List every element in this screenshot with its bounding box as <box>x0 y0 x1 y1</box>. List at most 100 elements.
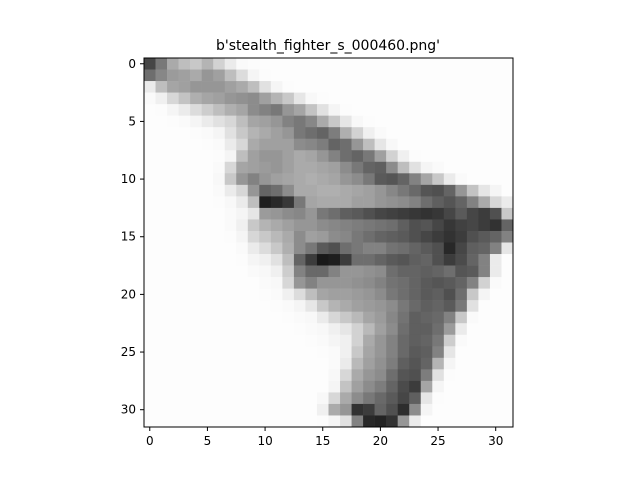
pixel-cell <box>247 184 260 197</box>
pixel-cell <box>247 380 260 393</box>
pixel-cell <box>270 173 283 186</box>
pixel-cell <box>247 403 260 416</box>
pixel-cell <box>455 196 468 209</box>
pixel-cell <box>213 230 226 243</box>
pixel-cell <box>236 277 249 289</box>
pixel-cell <box>478 403 491 416</box>
pixel-cell <box>167 150 179 163</box>
pixel-cell <box>190 92 202 105</box>
pixel-cell <box>259 150 272 163</box>
pixel-cell <box>224 81 237 93</box>
pixel-cell <box>316 323 329 336</box>
pixel-cell <box>224 104 237 116</box>
pixel-cell <box>363 403 375 416</box>
pixel-cell <box>386 115 398 128</box>
pixel-cell <box>178 196 191 209</box>
pixel-cell <box>443 127 456 140</box>
pixel-cell <box>443 58 456 70</box>
pixel-cell <box>167 127 179 140</box>
pixel-cell <box>386 323 398 336</box>
pixel-cell <box>247 196 260 209</box>
pixel-cell <box>190 323 202 336</box>
pixel-cell <box>259 254 272 266</box>
pixel-cell <box>478 415 491 428</box>
pixel-cell <box>259 357 272 370</box>
pixel-cell <box>270 81 283 93</box>
pixel-cell <box>420 196 433 209</box>
pixel-cell <box>386 58 398 70</box>
pixel-cell <box>386 184 398 197</box>
pixel-cell <box>236 242 249 255</box>
pixel-cell <box>397 357 410 370</box>
pixel-cell <box>155 127 168 140</box>
pixel-cell <box>397 242 410 255</box>
pixel-cell <box>501 380 514 393</box>
pixel-cell <box>213 115 226 128</box>
pixel-cell <box>443 138 456 151</box>
pixel-cell <box>247 69 260 82</box>
pixel-cell <box>305 207 318 220</box>
pixel-cell <box>328 138 341 151</box>
pixel-cell <box>432 69 445 82</box>
pixel-cell <box>247 369 260 382</box>
pixel-cell <box>155 265 168 278</box>
pixel-cell <box>340 334 352 347</box>
pixel-cell <box>478 346 491 359</box>
pixel-cell <box>316 254 329 266</box>
pixel-cell <box>190 58 202 70</box>
pixel-cell <box>363 334 375 347</box>
pixel-cell <box>282 161 295 174</box>
pixel-cell <box>374 311 387 324</box>
pixel-cell <box>305 127 318 140</box>
pixel-cell <box>328 81 341 93</box>
pixel-cell <box>259 173 272 186</box>
pixel-cell <box>489 150 502 163</box>
pixel-cell <box>316 161 329 174</box>
pixel-cell <box>190 403 202 416</box>
pixel-cell <box>190 104 202 116</box>
pixel-cell <box>489 115 502 128</box>
pixel-cell <box>293 288 306 301</box>
pixel-cell <box>270 196 283 209</box>
pixel-cell <box>386 334 398 347</box>
pixel-cell <box>363 254 375 266</box>
pixel-cell <box>178 415 191 428</box>
pixel-cell <box>489 230 502 243</box>
pixel-cell <box>316 403 329 416</box>
pixel-cell <box>236 196 249 209</box>
pixel-cell <box>432 323 445 336</box>
pixel-cell <box>259 265 272 278</box>
pixel-cell <box>397 369 410 382</box>
pixel-cell <box>501 334 514 347</box>
pixel-cell <box>270 403 283 416</box>
pixel-cell <box>293 323 306 336</box>
pixel-cell <box>213 323 226 336</box>
pixel-cell <box>374 173 387 186</box>
pixel-cell <box>282 69 295 82</box>
pixel-cell <box>282 311 295 324</box>
pixel-cell <box>466 58 479 70</box>
pixel-cell <box>282 92 295 105</box>
pixel-cell <box>328 161 341 174</box>
pixel-cell <box>478 323 491 336</box>
pixel-cell <box>293 219 306 232</box>
pixel-cell <box>178 161 191 174</box>
pixel-cell <box>282 254 295 266</box>
pixel-cell <box>351 115 364 128</box>
pixel-cell <box>270 150 283 163</box>
pixel-cell <box>489 196 502 209</box>
pixel-cell <box>420 300 433 312</box>
pixel-cell <box>213 242 226 255</box>
pixel-cell <box>420 58 433 70</box>
pixel-cell <box>293 254 306 266</box>
pixel-cell <box>409 115 422 128</box>
pixel-cell <box>374 161 387 174</box>
pixel-cell <box>478 161 491 174</box>
pixel-cell <box>293 127 306 140</box>
pixel-cell <box>374 127 387 140</box>
pixel-cell <box>316 69 329 82</box>
pixel-cell <box>386 81 398 93</box>
pixel-cell <box>409 161 422 174</box>
pixel-cell <box>201 311 214 324</box>
